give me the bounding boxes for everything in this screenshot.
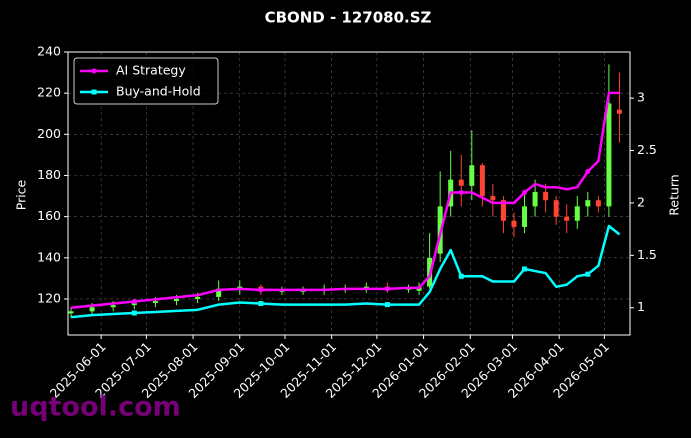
y-tick-label: 240 xyxy=(37,44,61,59)
series-marker xyxy=(384,286,390,292)
candle-body xyxy=(479,165,485,197)
series-marker xyxy=(384,302,390,308)
series-marker xyxy=(458,189,464,195)
candle-body xyxy=(458,179,464,186)
y2-tick-label: 2 xyxy=(637,194,645,209)
y2-tick-label: 2.5 xyxy=(637,142,657,157)
candle-body xyxy=(195,296,201,299)
y-tick-label: 220 xyxy=(37,85,61,100)
candle-body xyxy=(522,206,528,227)
legend-label: Buy-and-Hold xyxy=(116,84,201,99)
candle-body xyxy=(500,200,506,221)
chart-title: CBOND - 127080.SZ xyxy=(265,9,432,27)
candle-body xyxy=(564,216,570,221)
y-axis-label: Price xyxy=(14,179,29,210)
y-tick-label: 160 xyxy=(37,208,61,223)
series-marker xyxy=(585,168,591,174)
series-marker xyxy=(522,189,528,195)
legend-marker xyxy=(91,89,97,95)
candle-body xyxy=(553,200,559,217)
candle-body xyxy=(110,305,116,308)
candle-body xyxy=(89,307,95,312)
y-tick-label: 120 xyxy=(37,290,61,305)
y2-tick-label: 3 xyxy=(637,90,645,105)
series-marker xyxy=(258,287,264,293)
candle-body xyxy=(532,191,538,207)
candle-body xyxy=(585,200,591,207)
y2-axis-label: Return xyxy=(667,174,682,215)
candle-body xyxy=(173,298,179,302)
y-tick-label: 200 xyxy=(37,126,61,141)
series-marker xyxy=(585,271,591,277)
candle-body xyxy=(490,196,496,201)
candle-body xyxy=(131,303,137,306)
series-line xyxy=(70,91,620,309)
candle-body xyxy=(543,191,549,201)
candle-body xyxy=(469,165,475,186)
candle-body xyxy=(616,109,622,114)
candle-body xyxy=(152,301,158,304)
series-marker xyxy=(522,266,528,272)
plot-frame xyxy=(67,51,631,336)
legend-label: AI Strategy xyxy=(116,63,186,78)
y2-tick-label: 1.5 xyxy=(637,247,657,262)
series-marker xyxy=(131,310,137,316)
candle-body xyxy=(574,206,580,221)
series-marker xyxy=(458,273,464,279)
candle-body xyxy=(595,200,601,207)
y-tick-label: 180 xyxy=(37,167,61,182)
candle-body xyxy=(279,290,285,292)
series-marker xyxy=(258,301,264,307)
candle-body xyxy=(606,103,612,207)
candle-body xyxy=(406,288,412,290)
legend-marker xyxy=(91,68,97,74)
series-marker xyxy=(131,298,137,304)
candle-body xyxy=(216,288,222,297)
watermark: uqtool.com xyxy=(10,392,181,423)
y-tick-label: 140 xyxy=(37,249,61,264)
candle-body xyxy=(68,311,74,314)
candle-body xyxy=(511,220,517,227)
candle-body xyxy=(300,290,306,292)
legend: AI Strategy Buy-and-Hold xyxy=(73,57,219,105)
y2-tick-label: 1 xyxy=(637,299,645,314)
legend-box xyxy=(73,57,219,105)
series-line xyxy=(70,224,621,319)
